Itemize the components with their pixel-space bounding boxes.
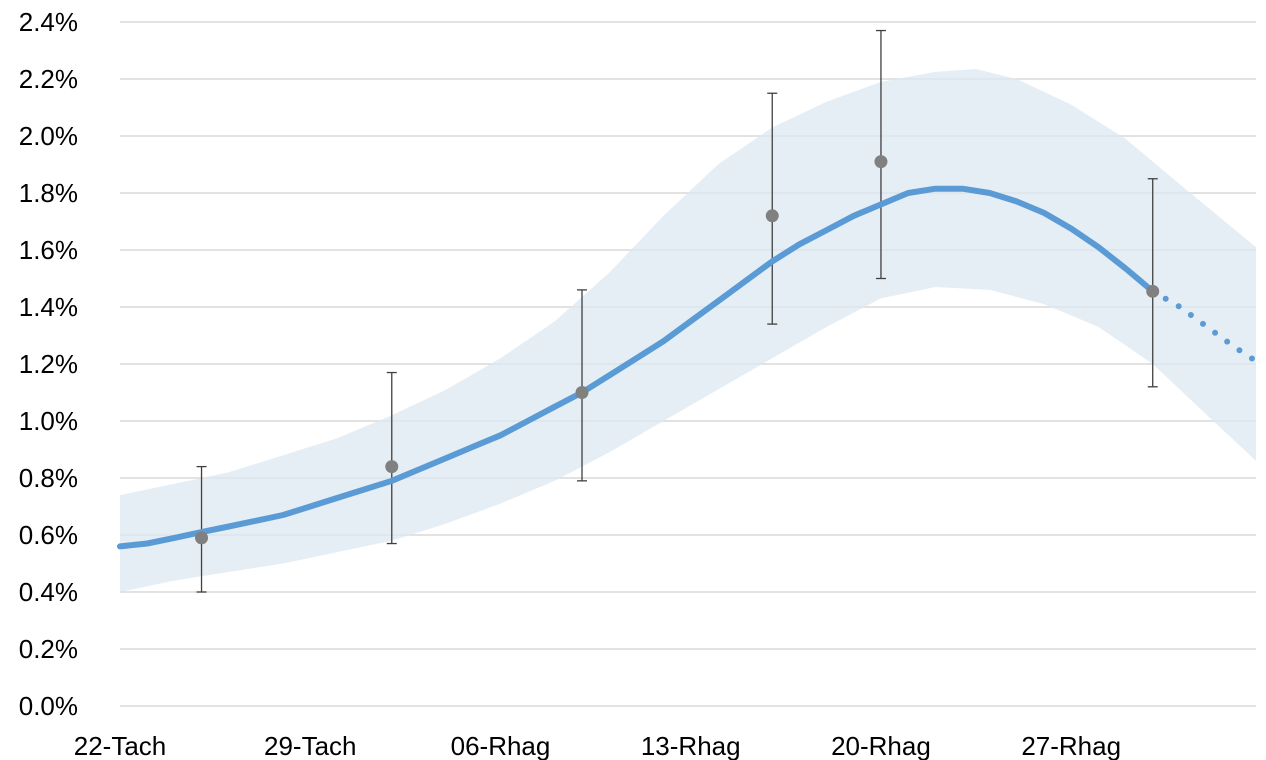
x-tick-label: 22-Tach [74,731,167,760]
x-tick-label: 29-Tach [264,731,357,760]
observation-point [874,155,888,169]
x-tick-label: 20-Rhag [831,731,931,760]
y-tick-label: 1.8% [19,178,78,208]
y-tick-label: 1.2% [19,349,78,379]
y-tick-label: 0.4% [19,577,78,607]
x-tick-label: 27-Rhag [1021,731,1121,760]
credible-interval-band [120,69,1256,592]
observation-point [1146,284,1160,298]
y-tick-label: 1.6% [19,235,78,265]
x-tick-label: 13-Rhag [641,731,741,760]
observation-point [385,460,399,474]
estimate-line [117,185,1156,550]
y-tick-label: 1.4% [19,292,78,322]
observation-points [195,155,1160,545]
y-tick-label: 0.6% [19,520,78,550]
y-tick-label: 2.0% [19,121,78,151]
y-tick-label: 1.0% [19,406,78,436]
x-axis-tick-labels: 22-Tach 29-Tach 06-Rhag 13-Rhag 20-Rhag 27-Rh… [74,731,1121,760]
y-axis-tick-labels: 0.0% 0.2% 0.4% 0.6% 0.8% 1.0% 1.2% 1.4% 1.6% 1.8%… [19,7,78,721]
observation-point [195,531,209,545]
y-tick-label: 0.2% [19,634,78,664]
observation-point [575,386,589,399]
projection-line [1149,288,1259,365]
credible-interval-area [120,69,1256,592]
y-tick-label: 2.2% [19,64,78,94]
y-tick-label: 0.0% [19,691,78,721]
observation-point [765,209,779,223]
y-tick-label: 0.8% [19,463,78,493]
series-lines [117,185,1259,550]
y-tick-label: 2.4% [19,7,78,37]
x-tick-label: 06-Rhag [451,731,551,760]
error-bars [196,29,1158,593]
